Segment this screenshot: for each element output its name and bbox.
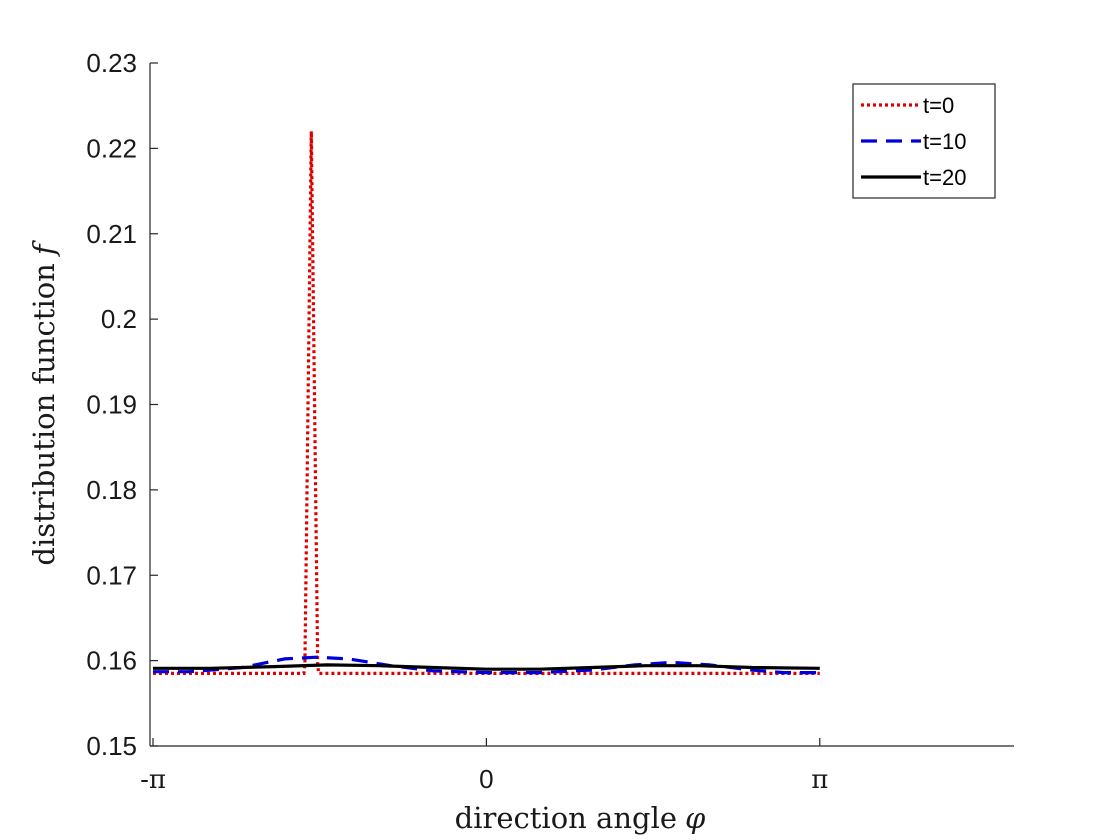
- legend-label: t=20: [923, 165, 966, 190]
- x-axis-label: direction angle φ: [455, 801, 706, 835]
- y-tick-label: 0.23: [86, 48, 137, 78]
- y-tick-label: 0.2: [101, 304, 137, 334]
- y-tick-label: 0.21: [86, 219, 137, 249]
- series-line-t-0: [153, 131, 820, 676]
- series-layer: [153, 131, 820, 676]
- legend: t=0 t=10 t=20: [852, 83, 996, 199]
- x-axis-symbol: φ: [685, 801, 706, 835]
- y-tick-label: 0.18: [86, 475, 137, 505]
- y-tick-label: 0.17: [86, 560, 137, 590]
- y-tick-label: 0.16: [86, 646, 137, 676]
- y-axis-label: distribution functionf: [27, 239, 61, 565]
- y-tick-label: 0.22: [86, 133, 137, 163]
- x-tick-label: 0: [479, 764, 493, 794]
- x-axis-label-text: direction angle: [455, 801, 677, 835]
- series-line-t-20: [153, 663, 820, 671]
- legend-label: t=10: [923, 129, 966, 154]
- series-line-t-10: [153, 655, 820, 675]
- y-tick-label: 0.15: [86, 731, 137, 761]
- y-tick-label: 0.19: [86, 390, 137, 420]
- x-tick-label: -π: [140, 765, 166, 795]
- y-axis-label-text: distribution function: [27, 263, 61, 565]
- x-tick-label: π: [811, 765, 828, 795]
- ticks-layer: 0.15 0.16 0.17 0.18 0.19 0.2 0.21 0.22 0.23 -π 0 π: [86, 48, 828, 795]
- legend-label: t=0: [923, 93, 954, 118]
